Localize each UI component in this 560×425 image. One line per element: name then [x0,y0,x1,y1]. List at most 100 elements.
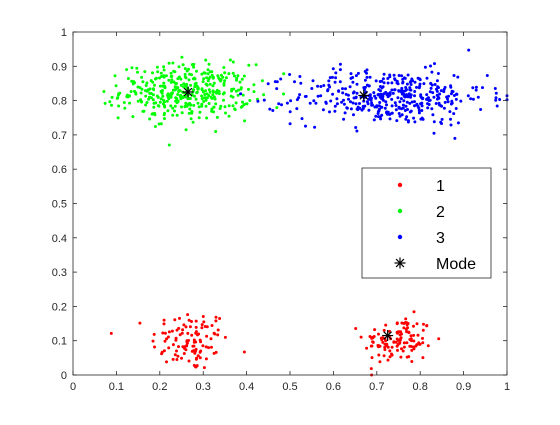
series-3-point [351,80,355,84]
series-1-point [437,337,441,341]
series-2-point [227,72,231,76]
series-3-point [494,96,498,100]
series-2-point [167,97,171,101]
series-1-point [204,357,208,361]
series-3-point [354,95,358,99]
series-2-point [126,77,130,80]
series-1-point [385,342,389,346]
series-3-point [352,113,355,117]
series-1-point [390,352,393,356]
series-2-point [159,122,163,126]
series-2-point [245,102,249,106]
series-3-point [381,77,385,81]
series-2-point [190,73,194,77]
series-1-point [194,325,198,329]
series-2-point [194,97,198,101]
series-3-point [331,75,334,79]
series-2-point [200,97,204,101]
series-3-point [354,102,358,106]
series-1-point [425,324,429,328]
series-2-point [211,76,215,80]
series-2-point [222,98,225,102]
series-3-point [366,102,370,106]
series-2-point [160,75,163,78]
series-1-point [372,335,376,338]
series-3-point [333,109,337,113]
series-1-point [401,349,405,353]
series-3-point [493,87,497,90]
series-2-point [134,92,138,96]
series-3-point [356,71,360,75]
series-2-point [227,114,231,118]
series-3-point [422,82,426,86]
series-2-point [177,65,181,69]
series-3-point [435,97,439,101]
series-2-point [144,103,148,107]
series-1-point [412,339,416,343]
series-1-point [383,348,387,352]
series-1-point [207,346,210,350]
series-3-point [394,108,398,112]
series-2-point [162,113,166,117]
series-2-point [165,99,169,103]
series-3-point [481,86,484,90]
series-3-point [368,75,372,79]
series-3-point [479,108,483,111]
series-2-point [179,83,183,87]
series-3-point [382,81,386,85]
series-3-point [343,111,347,115]
series-3-point [239,92,243,96]
series-3-point [365,83,369,87]
series-3-point [383,106,387,110]
y-tick-label: 0.3 [52,267,67,279]
series-2-point [173,109,176,113]
x-tick-label: 0.6 [326,381,341,393]
series-2-point [123,106,127,110]
series-3-point [378,85,382,88]
series-1-point [183,345,187,349]
series-1-point [210,324,214,327]
series-3-point [349,76,353,80]
series-2-point [189,83,193,87]
series-2-point [218,107,222,110]
series-3-point [417,109,421,113]
series-3-point [471,97,475,101]
series-3-point [413,90,417,93]
series-2-point [163,86,167,90]
series-3-point [428,90,432,94]
series-3-point [432,95,436,99]
series-1-point [421,356,425,360]
series-3-point [455,92,459,96]
series-3-point [377,92,381,96]
series-3-point [401,80,405,84]
series-2-point [213,97,217,101]
series-3-point [388,117,392,121]
mode-marker [182,86,194,98]
series-1-point [368,335,372,338]
series-3-point [374,96,378,100]
series-2-point [171,61,175,65]
series-3-point [333,80,337,84]
series-1-point [175,349,178,353]
series-3-point [436,85,440,89]
series-2-point [190,63,194,67]
series-2-point [117,104,121,108]
series-3-point [355,82,359,86]
series-3-point [413,100,416,104]
series-2-point [196,101,200,105]
series-3-point [449,84,453,88]
series-3-point [431,91,435,95]
series-2-point [200,72,204,76]
series-2-point [210,107,214,111]
series-1-point [177,345,180,349]
series-1-point [213,332,217,336]
series-3-point [423,65,427,69]
series-1-point [359,335,363,339]
series-3-point [413,80,417,84]
series-2-point [143,89,147,93]
series-2-point [228,58,232,62]
series-3-point [372,118,376,122]
series-1-point [415,322,419,326]
series-1-point [201,315,205,318]
